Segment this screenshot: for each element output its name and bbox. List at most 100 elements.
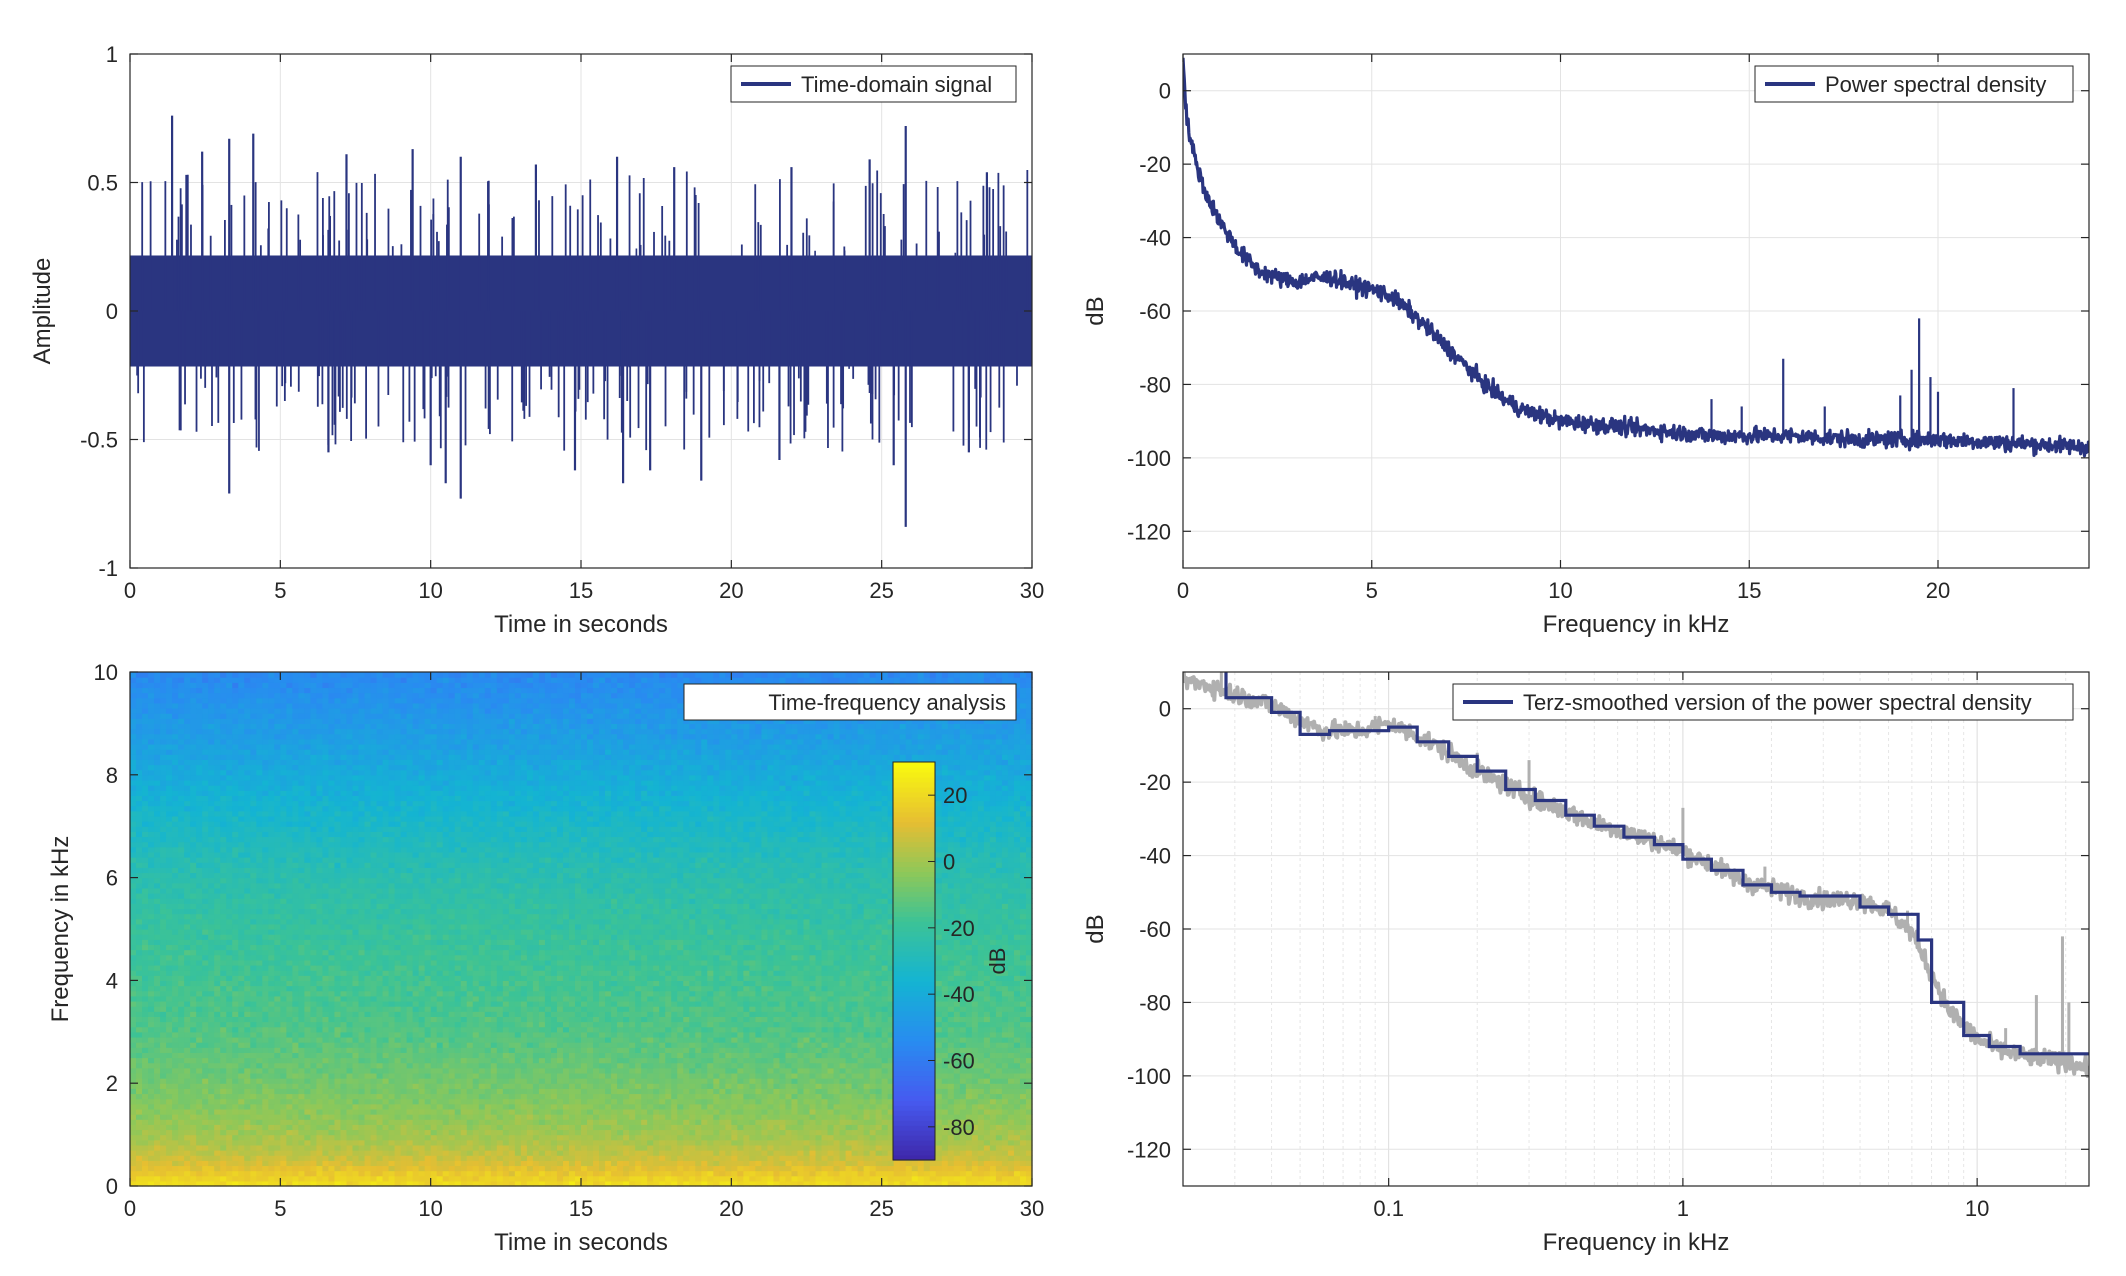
spectrogram-cell (478, 1093, 486, 1100)
spectrogram-cell (454, 1134, 462, 1141)
spectrogram-cell (947, 1114, 955, 1120)
spectrogram-cell (502, 1134, 510, 1141)
spectrogram-cell (340, 1155, 348, 1161)
spectrogram-cell (178, 1108, 185, 1115)
spectrogram-cell (587, 1119, 594, 1125)
spectrogram-cell (1007, 1124, 1015, 1131)
spectrogram-cell (280, 1098, 287, 1105)
spectrogram-cell (166, 1098, 173, 1105)
spectrogram-cell (779, 1052, 787, 1059)
spectrogram-cell (298, 1057, 305, 1064)
spectrogram-cell (971, 1114, 979, 1120)
spectrogram-cell (671, 1139, 678, 1146)
spectrogram-cell (286, 1124, 293, 1131)
spectrogram-cell (587, 1144, 594, 1151)
spectrogram-cell (629, 1062, 636, 1069)
spectrogram-cell (532, 1072, 540, 1079)
spectrogram-cell (556, 1031, 564, 1038)
spectrogram-cell (749, 1072, 756, 1079)
spectrogram-cell (568, 1062, 576, 1069)
spectrogram-cell (406, 1031, 414, 1038)
spectrogram-cell (556, 1047, 564, 1053)
spectrogram-cell (809, 1088, 817, 1095)
spectrogram-cell (130, 1139, 137, 1146)
spectrogram-cell (538, 1165, 546, 1172)
spectrogram-cell (460, 1093, 468, 1100)
spectrogram-cell (304, 1088, 311, 1095)
spectrogram-cell (550, 1119, 558, 1125)
spectrogram-cell (526, 1129, 534, 1136)
spectrogram-cell (196, 1139, 203, 1146)
spectrogram-cell (190, 1047, 197, 1053)
spectrogram-cell (454, 1175, 462, 1182)
spectrogram-cell (520, 1175, 528, 1182)
spectrogram-cell (833, 1098, 841, 1105)
spectrogram-cell (875, 1160, 883, 1167)
spectrogram-cell (148, 1119, 155, 1125)
spectrogram-cell (941, 1093, 949, 1100)
spectrogram-cell (881, 1036, 889, 1043)
spectrogram-cell (160, 1175, 167, 1182)
spectrogram-cell (737, 1160, 744, 1167)
spectrogram-cell (328, 1093, 336, 1100)
spectrogram-cell (568, 1031, 576, 1038)
spectrogram-cell (280, 1083, 287, 1089)
spectrogram-cell (334, 1026, 342, 1033)
spectrogram-cell (346, 1098, 354, 1105)
spectrogram-cell (502, 1026, 510, 1033)
spectrogram-cell (671, 1052, 678, 1059)
spectrogram-cell (148, 1057, 155, 1064)
spectrogram-cell (809, 1108, 817, 1115)
spectrogram-cell (761, 1078, 769, 1084)
spectrogram-cell (617, 1155, 624, 1161)
spectrogram-cell (653, 1180, 660, 1187)
spectrogram-cell (568, 1036, 576, 1043)
spectrogram-cell (292, 1170, 299, 1177)
spectrogram-cell (334, 1124, 342, 1131)
spectrogram-cell (737, 1124, 744, 1131)
spectrogram-cell (496, 1180, 504, 1187)
spectrogram-cell (659, 1124, 666, 1131)
spectrogram-cell (677, 1129, 684, 1136)
spectrogram-cell (466, 1170, 474, 1177)
spectrogram-cell (1007, 1052, 1015, 1059)
spectrogram-cell (689, 1150, 696, 1156)
spectrogram-cell (406, 1098, 414, 1105)
spectrogram-cell (845, 1134, 853, 1141)
spectrogram-cell (971, 1124, 979, 1131)
spectrogram-cell (514, 1052, 522, 1059)
spectrogram-cell (190, 1108, 197, 1115)
spectrogram-cell (268, 1134, 275, 1141)
spectrogram-cell (280, 1062, 287, 1069)
spectrogram-cell (989, 1042, 997, 1048)
spectrogram-cell (412, 1026, 420, 1033)
spectrogram-cell (178, 1165, 185, 1172)
spectrogram-cell (863, 1108, 871, 1115)
spectrogram-cell (851, 1036, 859, 1043)
spectrogram-cell (767, 1078, 775, 1084)
spectrogram-cell (328, 1057, 336, 1064)
spectrogram-cell (430, 1155, 438, 1161)
spectrogram-cell (490, 1119, 498, 1125)
spectrogram-cell (208, 1175, 215, 1182)
spectrogram-cell (250, 1052, 257, 1059)
spectrogram-cell (593, 1067, 600, 1074)
spectrogram-cell (959, 1180, 967, 1187)
spectrogram-cell (514, 1026, 522, 1033)
spectrogram-cell (797, 1114, 805, 1120)
spectrogram-cell (947, 1072, 955, 1079)
spectrogram-cell (334, 1062, 342, 1069)
spectrogram-cell (653, 1175, 660, 1182)
spectrogram-cell (635, 1036, 642, 1043)
spectrogram-cell (857, 1119, 865, 1125)
spectrogram-cell (484, 1170, 492, 1177)
spectrogram-cell (611, 1072, 618, 1079)
spectrogram-cell (412, 1119, 420, 1125)
spectrogram-cell (605, 1103, 612, 1110)
spectrogram-cell (983, 1139, 991, 1146)
spectrogram-cell (514, 1175, 522, 1182)
spectrogram-cell (544, 1057, 552, 1064)
spectrogram-cell (244, 1078, 251, 1084)
spectrogram-cell (364, 1088, 372, 1095)
spectrogram-cell (1001, 1036, 1009, 1043)
